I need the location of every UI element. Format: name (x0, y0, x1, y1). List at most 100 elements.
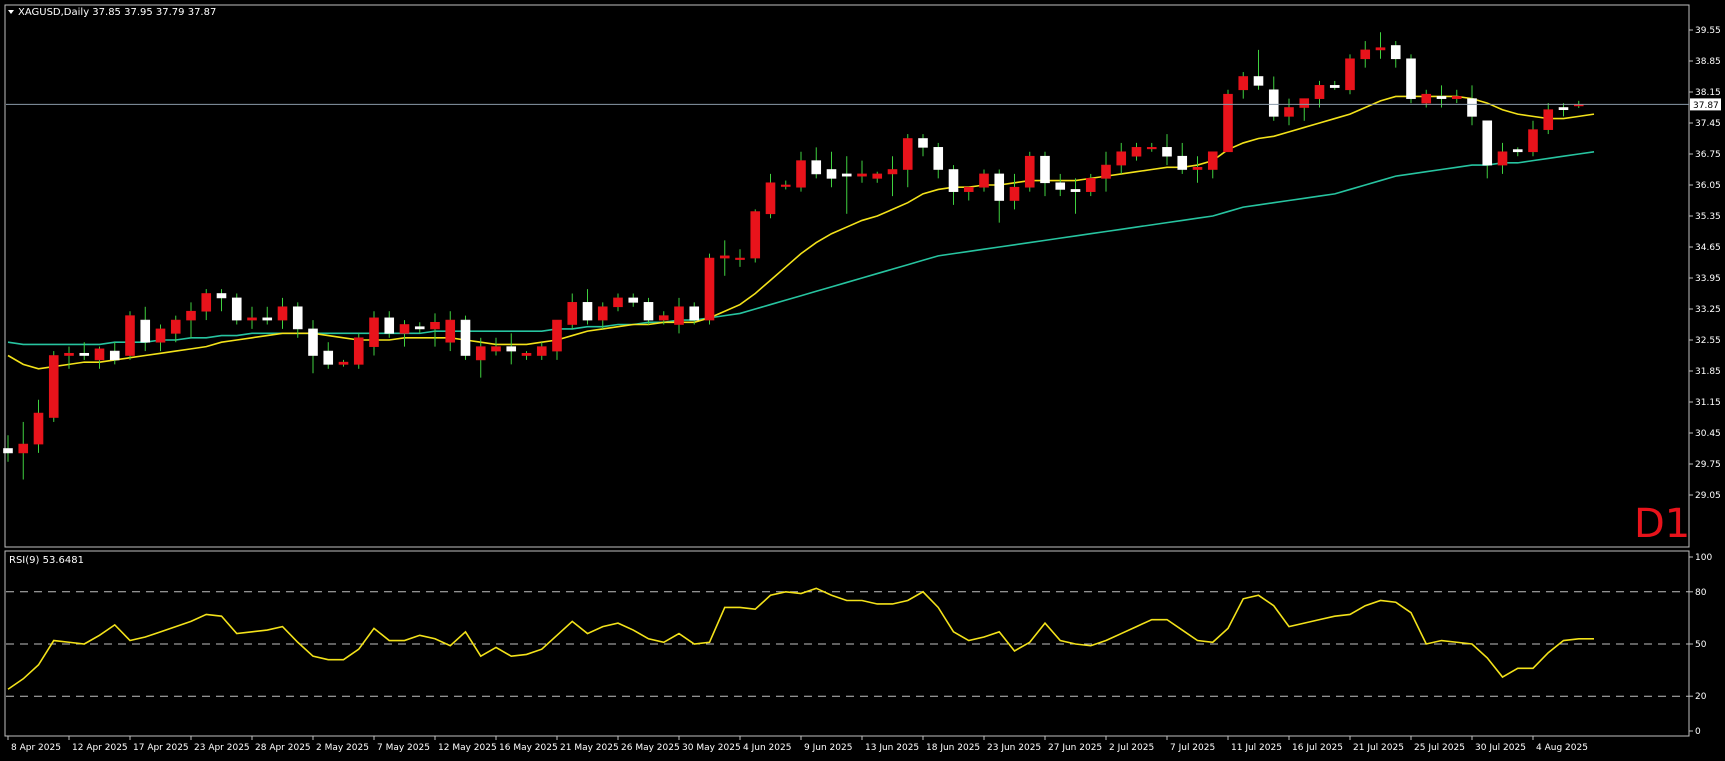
time-tick-label: 28 Apr 2025 (255, 743, 311, 753)
time-tick-label: 2 Jul 2025 (1109, 743, 1154, 753)
price-tick-label: 38.85 (1695, 57, 1721, 67)
candle-bear (1436, 96, 1447, 99)
candle-bear (262, 317, 273, 321)
candle-bear (308, 328, 318, 356)
candle-bull (33, 412, 44, 445)
candle-bear (643, 302, 654, 321)
candle-bear (1467, 98, 1477, 117)
candle-bull (475, 346, 486, 361)
candle-bull (872, 173, 883, 179)
rsi-tick-label: 50 (1695, 640, 1707, 650)
time-tick-label: 2 May 2025 (316, 743, 369, 753)
price-tick-label: 34.65 (1695, 243, 1721, 253)
candle-bull (1101, 164, 1111, 179)
candle-bull (1543, 109, 1554, 130)
candle-bull (658, 315, 669, 321)
time-tick-label: 11 Jul 2025 (1231, 743, 1282, 753)
candle-bull (1192, 166, 1203, 170)
candle-bull (1085, 178, 1096, 192)
candle-bear (1268, 89, 1279, 117)
candle-bear (811, 160, 822, 175)
candle-bull (1375, 47, 1386, 51)
candle-bull (567, 302, 578, 325)
candle-bull (521, 352, 532, 356)
candle-bear (231, 297, 242, 321)
candle-bull (1207, 151, 1218, 170)
candle-bull (369, 317, 379, 347)
candle-bull (704, 257, 715, 321)
candle-bull (48, 355, 59, 418)
candle-bull (277, 306, 288, 321)
time-tick-label: 25 Jul 2025 (1414, 743, 1465, 753)
candle-bull (979, 173, 989, 188)
candle-bull (1314, 85, 1325, 99)
candle-bull (719, 255, 730, 259)
time-tick-label: 21 May 2025 (560, 743, 619, 753)
candle-bull (902, 138, 913, 170)
candle-bull (64, 352, 74, 356)
price-tick-label: 32.55 (1695, 336, 1721, 346)
candle-bear (216, 293, 227, 299)
price-tick-label: 37.45 (1695, 119, 1721, 129)
candles-group (3, 32, 1584, 480)
price-tick-label: 31.15 (1695, 398, 1721, 408)
ma-slow-path (7, 150, 1595, 346)
collapse-triangle-icon[interactable] (8, 10, 14, 14)
candle-bull (201, 293, 212, 312)
candle-bear (1390, 45, 1401, 60)
time-axis: 8 Apr 2025 12 Apr 2025 17 Apr 2025 23 Apr 2… (7, 736, 1588, 753)
candle-bull (1009, 186, 1020, 201)
time-tick-label: 16 May 2025 (499, 743, 558, 753)
candle-bear (582, 302, 593, 321)
time-tick-label: 4 Jun 2025 (743, 743, 791, 753)
price-tick-label: 33.95 (1695, 274, 1721, 284)
candle-bear (1177, 155, 1188, 170)
candle-bull (186, 310, 196, 321)
candle-bear (414, 326, 425, 330)
price-tick-label: 29.05 (1695, 491, 1721, 501)
candle-bull (597, 306, 608, 321)
candle-bear (292, 306, 303, 330)
ma-fast-path (7, 95, 1595, 370)
candle-bull (552, 319, 562, 352)
candle-bear (460, 319, 471, 356)
candle-bull (536, 346, 547, 356)
candle-bear (140, 319, 151, 343)
current-price-line: 37.87 (6, 98, 1721, 111)
ma-slow-line (7, 150, 1595, 346)
candle-bull (1360, 49, 1371, 60)
candle-bull (1223, 93, 1233, 153)
candle-bear (1329, 85, 1340, 88)
candle-bull (1131, 147, 1142, 157)
rsi-tick-label: 20 (1695, 692, 1707, 702)
time-tick-label: 8 Apr 2025 (11, 743, 61, 753)
candle-bear (1406, 58, 1416, 99)
candle-bull (170, 319, 181, 334)
candle-bull (887, 169, 898, 175)
candle-bull (1146, 147, 1157, 150)
candle-bear (323, 350, 334, 365)
time-tick-label: 9 Jun 2025 (804, 743, 852, 753)
candle-bear (1162, 147, 1172, 157)
candle-bull (857, 173, 867, 177)
candle-bull (125, 315, 135, 356)
candle-bear (948, 169, 959, 192)
candle-bull (796, 160, 806, 188)
candle-bear (1055, 182, 1066, 190)
price-tick-label: 30.45 (1695, 429, 1721, 439)
rsi-label: RSI(9) 53.6481 (9, 555, 84, 566)
rsi-line (7, 587, 1594, 690)
candle-bear (3, 448, 13, 454)
time-tick-label: 7 Jul 2025 (1170, 743, 1215, 753)
candle-bull (247, 317, 257, 321)
candle-bear (506, 346, 517, 352)
candle-bear (826, 169, 837, 179)
candle-bull (155, 328, 166, 343)
candle-bear (1040, 155, 1050, 184)
candle-bull (338, 361, 349, 365)
candle-bull (735, 257, 745, 260)
candle-bull (1299, 98, 1310, 108)
time-tick-label: 17 Apr 2025 (133, 743, 189, 753)
candle-bear (933, 147, 944, 170)
